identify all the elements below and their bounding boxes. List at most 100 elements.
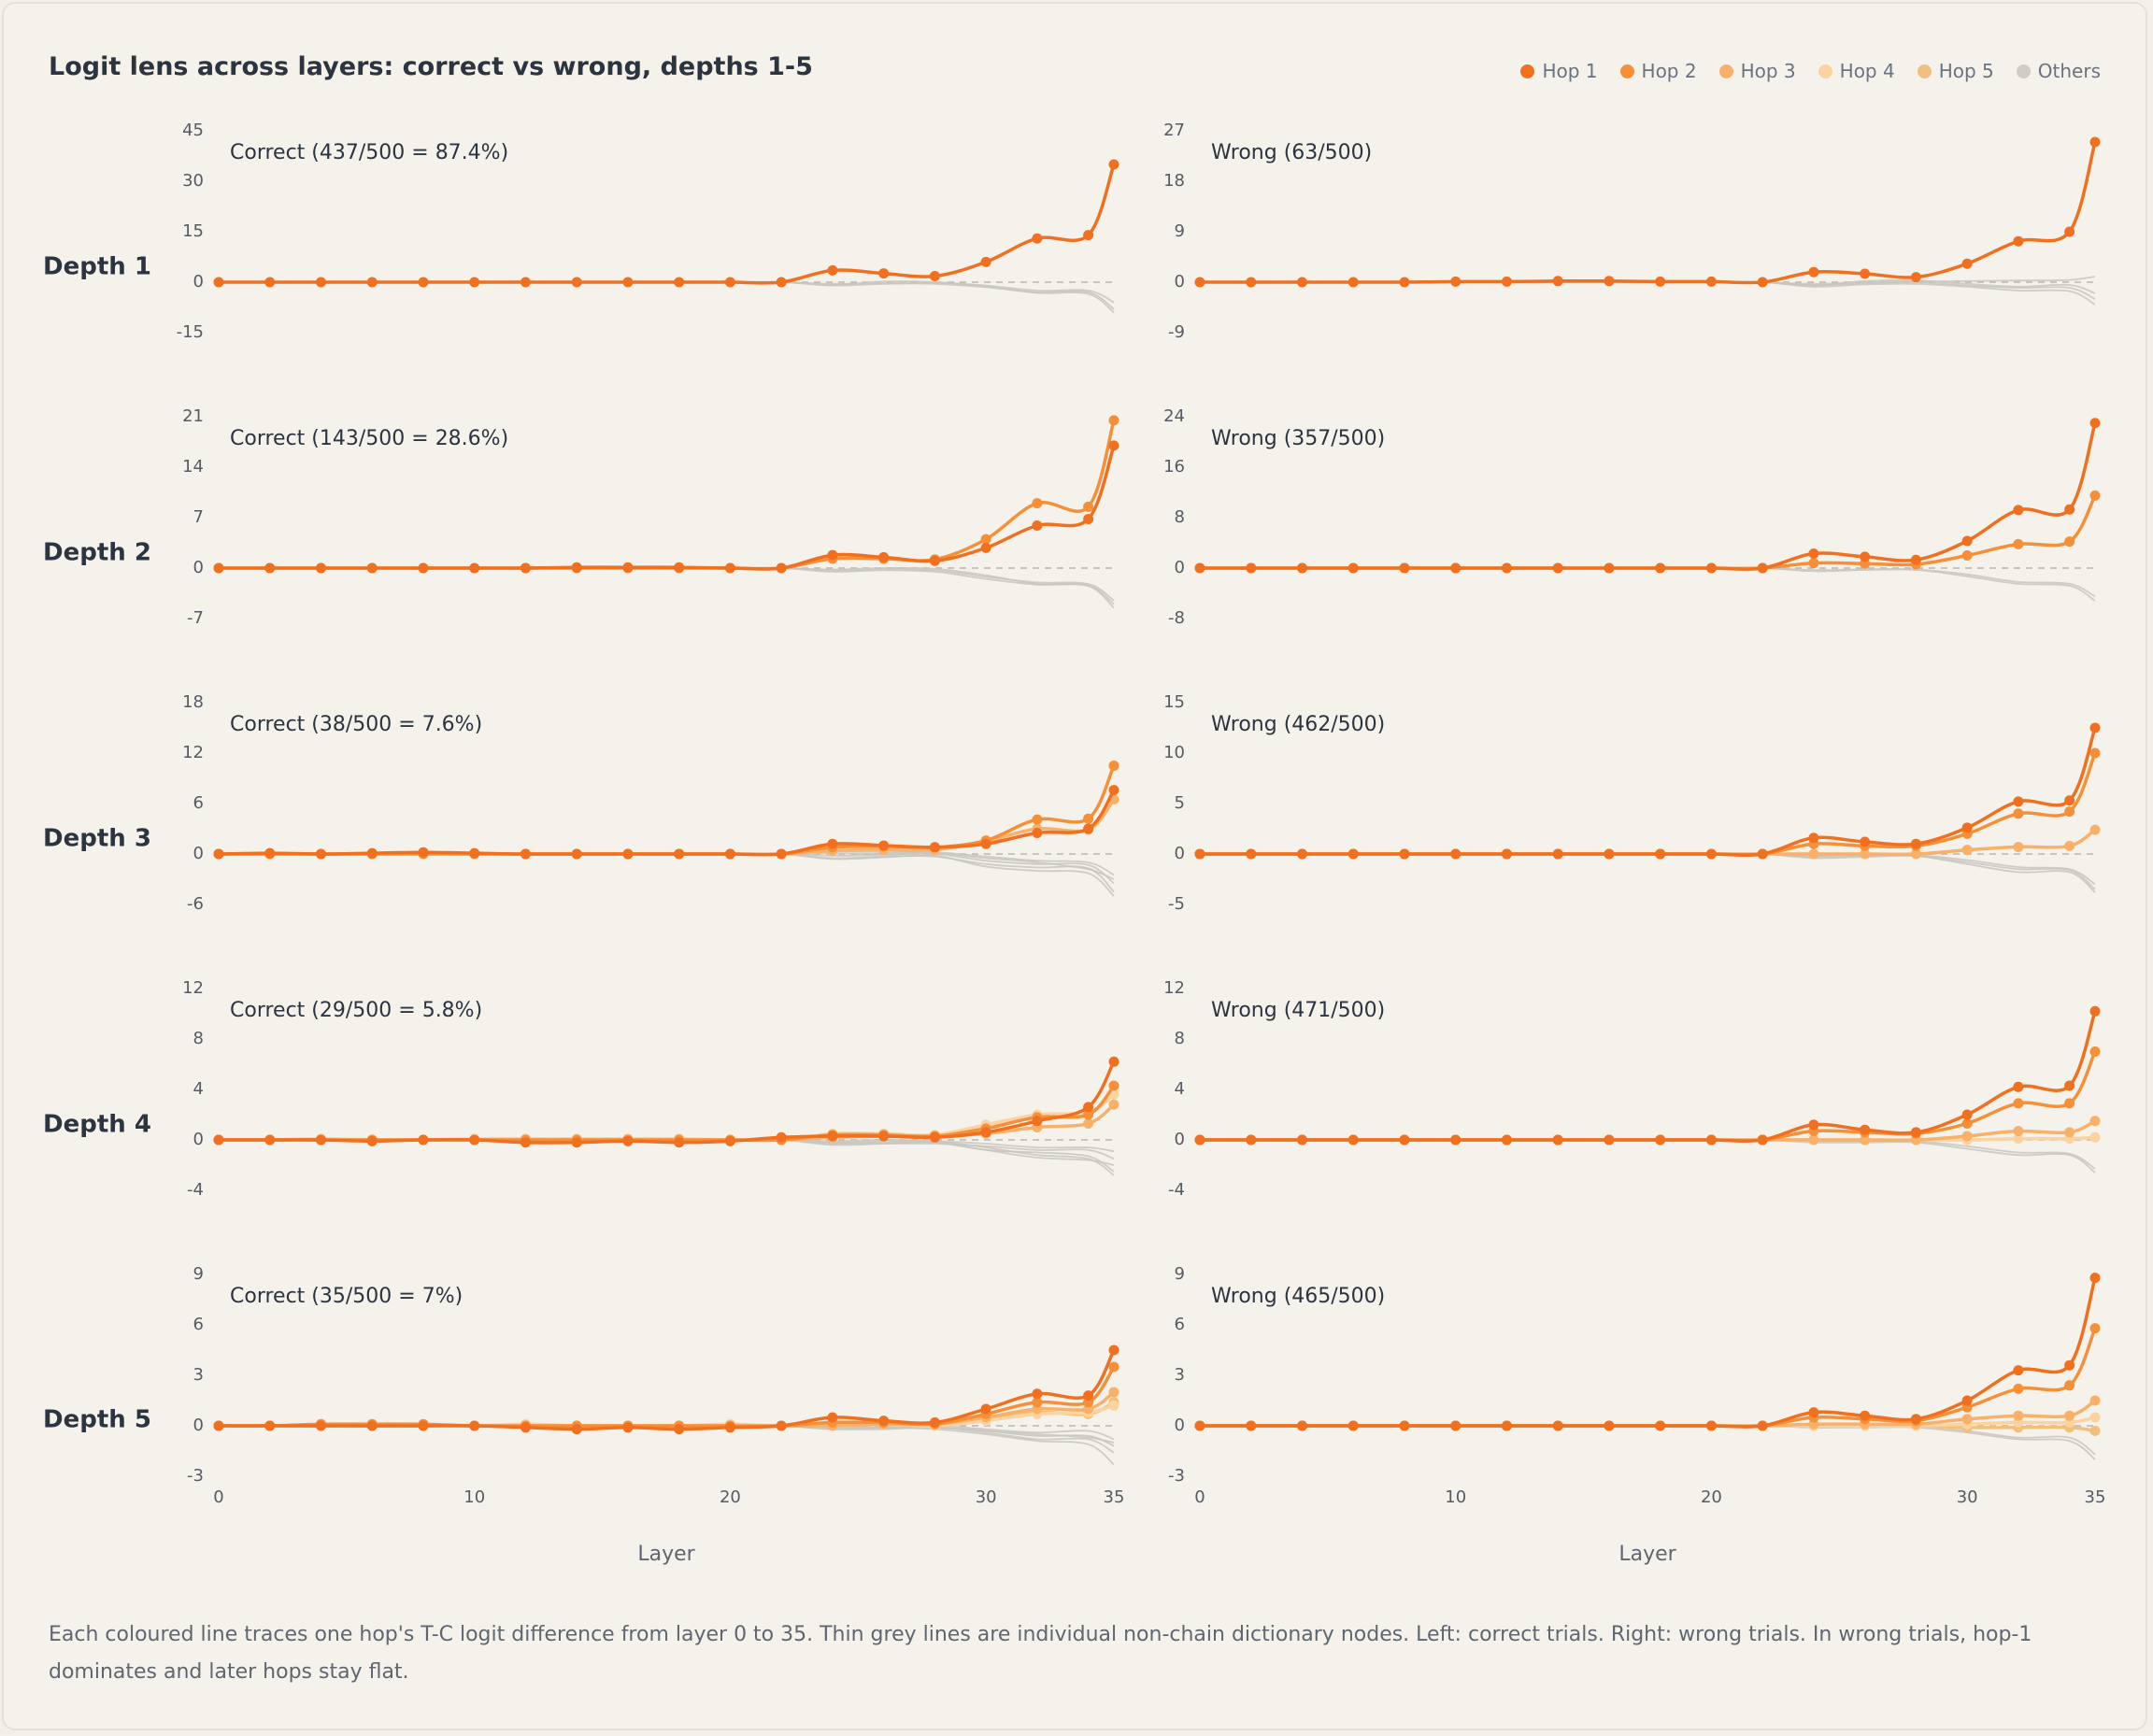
hop-2-point xyxy=(2064,1098,2075,1109)
hop-2-point xyxy=(1961,550,1973,561)
legend-swatch xyxy=(1718,64,1733,78)
hop-1-point xyxy=(878,551,890,562)
hop-1-point xyxy=(264,1134,276,1145)
y-tick-label: 27 xyxy=(1163,121,1185,140)
hop-1-point xyxy=(1860,1410,1871,1421)
hop-1-point xyxy=(1655,1420,1666,1431)
hop-1-point xyxy=(622,562,634,573)
row-label: Depth 1 xyxy=(43,253,151,281)
hop-1-point xyxy=(1860,836,1871,847)
others-line xyxy=(1200,566,2096,602)
hop-1-point xyxy=(2064,1080,2075,1091)
others-line xyxy=(1199,852,2096,886)
panel-label: Correct (437/500 = 87.4%) xyxy=(230,141,508,164)
hop-1-point xyxy=(878,1416,890,1427)
hop-2-line xyxy=(1198,1049,2097,1143)
hop-1-point xyxy=(315,1420,326,1431)
hop-1-point xyxy=(264,562,276,574)
hop-1-point xyxy=(1552,562,1563,574)
y-tick-label: 18 xyxy=(182,692,204,712)
hop-1-point xyxy=(929,271,940,282)
hop-3-point xyxy=(1961,1131,1973,1142)
others-line xyxy=(218,280,1115,314)
hop-2-point xyxy=(2089,490,2101,501)
hop-2-line xyxy=(1198,751,2097,857)
panel-label: Wrong (63/500) xyxy=(1211,141,1372,164)
y-tick-label: 0 xyxy=(193,558,204,577)
hop-1-point xyxy=(1450,1134,1461,1145)
hop-1-point xyxy=(1450,848,1461,860)
hop-1-point xyxy=(1552,1134,1563,1145)
hop-1-point xyxy=(1705,1420,1717,1431)
hop-1-point xyxy=(1808,1407,1819,1418)
panel-correct: -15 0 15 30 45 Correct (437/500 = 87.4%) xyxy=(177,121,1119,342)
others-line xyxy=(1199,1139,2096,1170)
hop-2-line xyxy=(217,763,1116,857)
hop-1-point xyxy=(2064,226,2075,237)
hop-1-point xyxy=(724,848,735,860)
hop-1-point xyxy=(980,542,991,553)
panel-wrong: -3 0 3 6 9 Wrong (465/500) 0 10 20 30 35 Layer xyxy=(1168,1264,2105,1566)
hop-1-point xyxy=(366,277,378,288)
x-tick-label: 30 xyxy=(1957,1487,1978,1507)
hop-1-point xyxy=(1032,1116,1043,1127)
panel-label: Wrong (357/500) xyxy=(1211,427,1385,450)
hop-1-point xyxy=(1108,1345,1119,1356)
hop-1-point xyxy=(1808,548,1819,559)
hop-1-point xyxy=(1194,277,1205,288)
y-tick-label: 15 xyxy=(182,221,204,241)
hop-1-point xyxy=(1910,1127,1921,1138)
others-line xyxy=(1199,280,2096,300)
hop-1-point xyxy=(1860,1124,1871,1135)
y-tick-label: 3 xyxy=(193,1365,204,1385)
hop-1-point xyxy=(878,1131,890,1142)
hop-1-point xyxy=(622,1422,634,1433)
hop-2-point xyxy=(2089,1323,2101,1334)
hop-1-line xyxy=(1198,1009,2097,1143)
hop-1-point xyxy=(1705,276,1717,287)
hop-1-point xyxy=(469,277,480,288)
hop-1-point xyxy=(2013,1081,2024,1092)
hop-1-point xyxy=(827,1131,838,1142)
hop-1-line xyxy=(217,788,1116,857)
y-tick-label: 0 xyxy=(1175,272,1185,292)
hop-1-point xyxy=(366,1420,378,1431)
hop-1-point xyxy=(1757,277,1768,288)
hop-1-point xyxy=(469,1420,480,1431)
hop-4-point xyxy=(2089,1131,2101,1143)
hop-1-point xyxy=(1910,554,1921,565)
y-tick-label: 6 xyxy=(193,793,204,813)
hop-1-point xyxy=(1194,562,1205,574)
x-tick-label: 10 xyxy=(463,1487,485,1507)
hop-1-point xyxy=(1552,1420,1563,1431)
y-tick-label: 8 xyxy=(1175,507,1185,527)
panel-wrong: -5 0 5 10 15 Wrong (462/500) xyxy=(1163,692,2101,914)
hop-3-point xyxy=(2064,840,2075,851)
hop-1-point xyxy=(1655,848,1666,860)
chart-title: Logit lens across layers: correct vs wro… xyxy=(49,52,813,81)
y-tick-label: 14 xyxy=(182,457,204,477)
y-tick-label: 0 xyxy=(1175,1416,1185,1435)
others-line xyxy=(1199,1138,2096,1174)
hop-1-point xyxy=(469,1134,480,1145)
hop-1-point xyxy=(366,847,378,859)
panel-correct: -4 0 4 8 12 Correct (29/500 = 5.8%) xyxy=(182,978,1119,1200)
hop-1-point xyxy=(2064,504,2075,515)
hop-3-point xyxy=(2089,824,2101,835)
hop-2-point xyxy=(2013,1383,2024,1394)
hop-1-point xyxy=(929,555,940,566)
hop-3-point xyxy=(2064,1410,2075,1421)
hop-1-point xyxy=(1347,848,1359,860)
hop-1-point xyxy=(1032,828,1043,838)
hop-1-point xyxy=(1757,1420,1768,1431)
panel-label: Wrong (462/500) xyxy=(1211,713,1385,736)
hop-1-point xyxy=(674,848,685,860)
hop-1-point xyxy=(1032,233,1043,244)
hop-1-point xyxy=(2089,1005,2101,1017)
y-tick-label: 21 xyxy=(182,406,204,426)
legend-label: Others xyxy=(2037,60,2101,82)
y-tick-label: 12 xyxy=(182,743,204,762)
hop-1-point xyxy=(1604,1420,1615,1431)
hop-1-point xyxy=(520,562,531,574)
legend-label: Hop 1 xyxy=(1542,60,1598,82)
